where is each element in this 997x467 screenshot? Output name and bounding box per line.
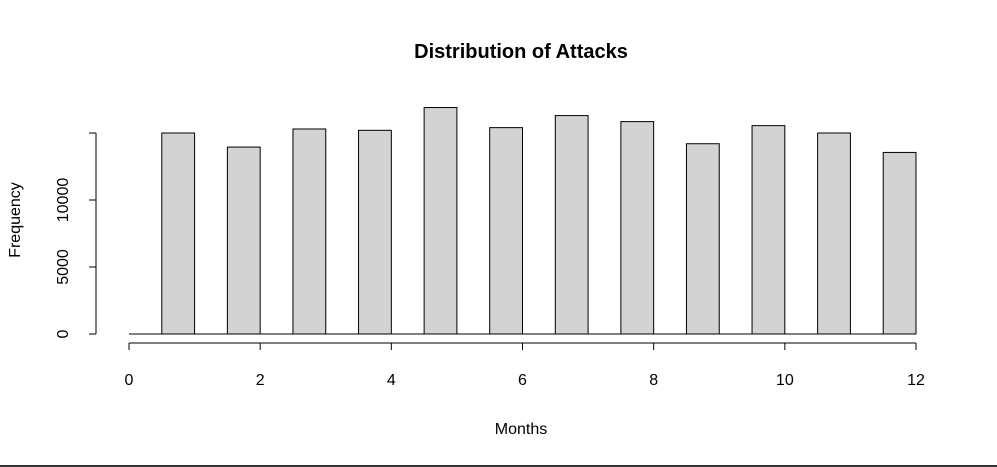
histogram-bar — [161, 132, 196, 335]
histogram-bar — [358, 129, 392, 335]
histogram-bar — [620, 121, 655, 335]
y-axis: 0 5000 10000 — [55, 132, 97, 338]
histogram-bar — [751, 125, 786, 335]
histogram-bar — [554, 115, 589, 335]
x-tick-label: 10 — [776, 372, 794, 389]
histogram-bar — [292, 128, 327, 335]
y-axis-label: Frequency — [7, 182, 24, 258]
chart-title: Distribution of Attacks — [414, 41, 628, 63]
histogram-bar — [226, 146, 261, 335]
y-tick-label: 5000 — [55, 249, 72, 285]
histogram-bar — [685, 143, 720, 335]
plot-area — [129, 107, 917, 335]
x-tick-label: 8 — [649, 372, 658, 389]
y-tick-label: 10000 — [55, 178, 72, 223]
x-tick-label: 6 — [518, 372, 527, 389]
x-tick-label: 0 — [125, 372, 134, 389]
bottom-border — [0, 465, 997, 467]
histogram-bar — [882, 151, 917, 335]
histogram-bar — [423, 107, 458, 335]
x-tick-label: 12 — [907, 372, 925, 389]
x-axis-label: Months — [495, 421, 547, 438]
histogram-bar — [817, 132, 851, 335]
x-tick-label: 4 — [387, 372, 396, 389]
y-tick-label: 0 — [55, 329, 72, 338]
x-axis: 0 2 4 6 8 10 12 — [125, 342, 925, 389]
histogram-bar — [489, 127, 524, 335]
x-tick-label: 2 — [256, 372, 265, 389]
